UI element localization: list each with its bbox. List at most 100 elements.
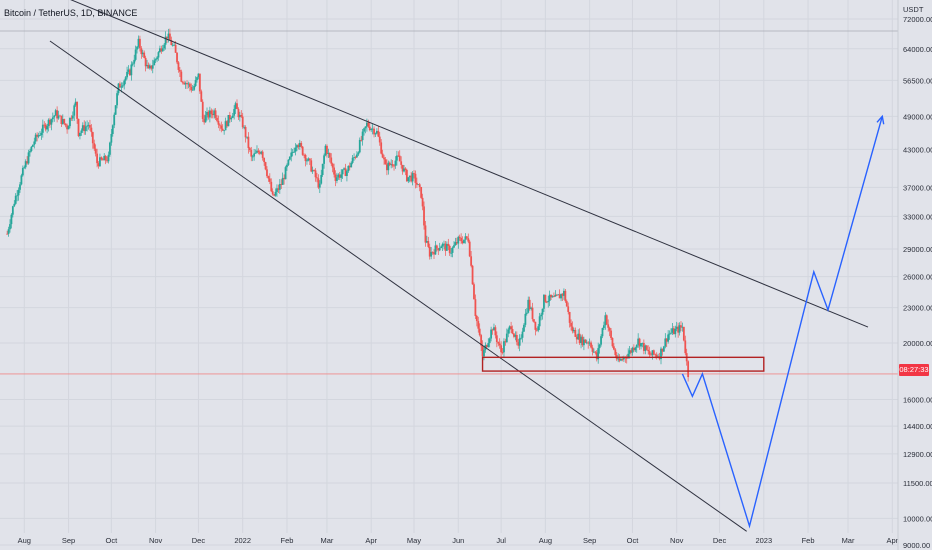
candle-body bbox=[434, 245, 437, 255]
candle-body bbox=[585, 342, 588, 344]
candle-body bbox=[26, 161, 29, 164]
candle-body bbox=[206, 111, 208, 116]
candle-body bbox=[303, 154, 305, 156]
candle-body bbox=[109, 142, 111, 155]
candle-body bbox=[223, 130, 226, 132]
candle-body bbox=[367, 122, 370, 127]
y-tick-label: 43000.00 bbox=[903, 145, 932, 154]
candle-body bbox=[444, 243, 447, 251]
candle-body bbox=[258, 152, 261, 154]
candle-body bbox=[63, 118, 66, 124]
candle-body bbox=[664, 338, 667, 347]
candle-body bbox=[561, 294, 564, 296]
candle-body bbox=[668, 333, 671, 335]
candle-body bbox=[621, 359, 624, 360]
candle-body bbox=[652, 350, 655, 355]
candle-body bbox=[618, 358, 621, 361]
candle-body bbox=[131, 63, 134, 65]
candle-body bbox=[493, 327, 495, 331]
candle-body bbox=[284, 167, 287, 180]
candle-body bbox=[568, 311, 571, 323]
candle-body bbox=[425, 241, 428, 243]
candle-body bbox=[665, 338, 668, 342]
candle-body bbox=[407, 177, 410, 182]
candle-body bbox=[196, 77, 198, 81]
candle-body bbox=[288, 156, 291, 160]
candle-body bbox=[370, 128, 373, 131]
candle-body bbox=[612, 346, 615, 350]
candle-body bbox=[129, 69, 131, 76]
candle-body bbox=[541, 308, 544, 315]
candle-body bbox=[147, 64, 150, 69]
candle-body bbox=[123, 80, 126, 86]
trendlines bbox=[49, 0, 869, 532]
candle-body bbox=[67, 126, 70, 130]
candle-body bbox=[227, 115, 230, 127]
candle-body bbox=[358, 139, 361, 153]
x-tick-label: Dec bbox=[192, 536, 206, 545]
candle-body bbox=[110, 133, 113, 143]
candle-body bbox=[163, 44, 166, 49]
candle-body bbox=[213, 110, 216, 116]
candle-body bbox=[126, 71, 128, 78]
candle-body bbox=[19, 184, 21, 190]
candle-body bbox=[371, 128, 374, 130]
candle-body bbox=[430, 251, 433, 257]
candle-body bbox=[604, 315, 607, 326]
candle-body bbox=[445, 243, 448, 251]
candle-body bbox=[304, 154, 307, 162]
chart-title: Bitcoin / TetherUS, 1D, BINANCE bbox=[4, 8, 138, 18]
candle-body bbox=[290, 152, 293, 157]
candle-body bbox=[174, 44, 177, 53]
candle-body bbox=[454, 242, 457, 246]
candle-body bbox=[71, 115, 74, 119]
candle-body bbox=[544, 294, 547, 302]
candle-body bbox=[101, 159, 104, 161]
candle-body bbox=[133, 59, 136, 64]
candle-body bbox=[144, 57, 147, 67]
candle-body bbox=[134, 49, 137, 60]
candle-body bbox=[87, 124, 90, 126]
candle-body bbox=[130, 64, 133, 76]
candle-body bbox=[594, 351, 597, 353]
candle-body bbox=[517, 342, 520, 346]
candle-body bbox=[254, 152, 257, 154]
reference-lines bbox=[0, 30, 898, 375]
candle-body bbox=[440, 246, 443, 249]
candle-body bbox=[158, 48, 161, 53]
candle-body bbox=[69, 117, 71, 127]
candle-body bbox=[117, 83, 120, 94]
candle-body bbox=[313, 170, 315, 171]
candle-body bbox=[11, 206, 14, 215]
candle-body bbox=[480, 335, 483, 346]
candle-body bbox=[80, 130, 83, 133]
candle-body bbox=[308, 158, 311, 161]
candle-body bbox=[634, 347, 637, 351]
candle-body bbox=[368, 126, 371, 131]
candle-body bbox=[83, 125, 86, 132]
candle-body bbox=[97, 163, 100, 167]
candle-body bbox=[293, 151, 295, 153]
candle-body bbox=[354, 157, 357, 158]
candle-body bbox=[550, 294, 552, 298]
candle-body bbox=[504, 341, 507, 343]
candle-body bbox=[13, 203, 16, 207]
x-tick-label: 2022 bbox=[234, 536, 251, 545]
candle-body bbox=[51, 117, 54, 120]
candle-body bbox=[543, 294, 545, 309]
candle-body bbox=[587, 342, 590, 344]
candle-body bbox=[53, 115, 56, 118]
candle-body bbox=[681, 326, 684, 328]
candle-body bbox=[59, 115, 61, 117]
candle-body bbox=[151, 65, 154, 69]
candle-body bbox=[478, 328, 481, 336]
candle-body bbox=[46, 126, 49, 130]
candle-body bbox=[91, 132, 94, 144]
candle-body bbox=[393, 165, 395, 167]
candle-body bbox=[458, 236, 461, 238]
candle-body bbox=[207, 111, 210, 118]
candle-body bbox=[256, 150, 258, 153]
candle-body bbox=[465, 236, 468, 239]
